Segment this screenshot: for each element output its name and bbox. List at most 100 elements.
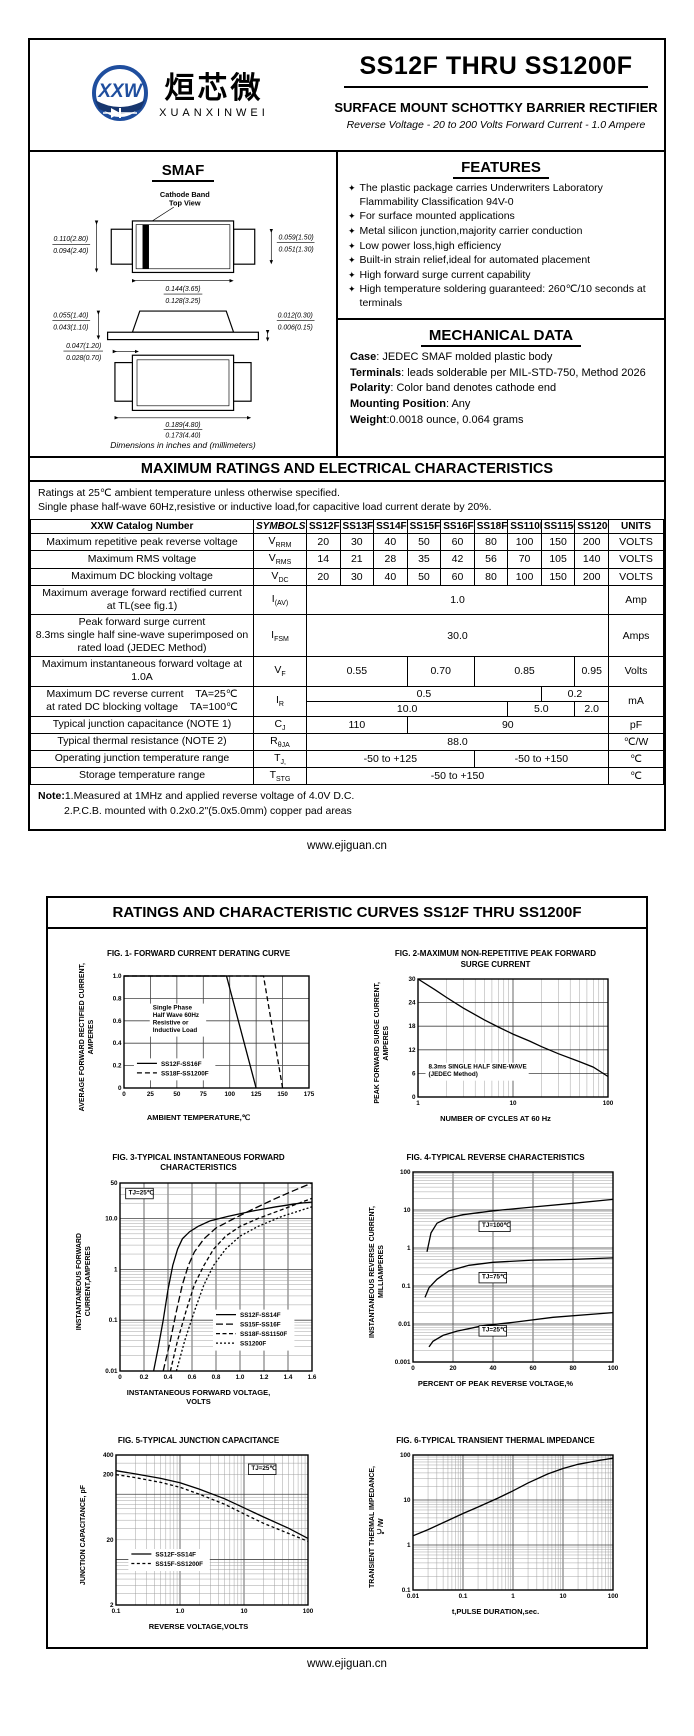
series-TJ=75℃ (424, 1257, 614, 1299)
value-cell: 10.0 (305, 700, 509, 717)
bullet-icon: ✦ (348, 211, 356, 222)
value-cell: 2.0 (574, 700, 609, 717)
condition-line-1: Ratings at 25℃ ambient temperature unles… (38, 487, 340, 499)
y-tick: 24 (409, 1000, 417, 1007)
dim-height-min: 0.043(1.10) (53, 324, 88, 331)
annotation: TJ=75℃ (482, 1274, 507, 1281)
value-cell: -50 to +125 (306, 749, 475, 768)
value-cell: -50 to +150 (306, 766, 609, 785)
x-tick: 20 (450, 1365, 458, 1372)
parameter-label: Maximum repetitive peak reverse voltage (30, 533, 254, 552)
ratings-tagline: Reverse Voltage - 20 to 200 Volts Forwar… (346, 119, 646, 131)
cathode-band (142, 224, 149, 269)
fig5: FIG. 5-TYPICAL JUNCTION CAPACITANCE JUNCT… (50, 1436, 347, 1631)
value-cell: 140 (574, 550, 609, 569)
x-tick: 1.6 (308, 1374, 317, 1381)
annotation: TJ=25℃ (482, 1327, 507, 1334)
units-cell: ℃ (608, 749, 664, 768)
bullet-icon: ✦ (348, 284, 356, 295)
x-tick: 100 (303, 1608, 314, 1615)
title-block: SS12F THRU SS1200F SURFACE MOUNT SCHOTTK… (328, 40, 664, 150)
value-cell: 0.2 (540, 685, 610, 702)
x-tick: 1.2 (260, 1374, 269, 1381)
value-cell: 60 (440, 533, 475, 552)
parameter-label: Maximum RMS voltage (30, 550, 254, 569)
value-cell: 0.85 (473, 656, 576, 687)
package-diagram: Cathode Band Top View 0.110(2.80) 0.094(… (52, 190, 315, 438)
fig5-title: FIG. 5-TYPICAL JUNCTION CAPACITANCE (117, 1435, 280, 1445)
table-header-row: XXW Catalog Number SYMBOLS SS12F SS13F SS14F… (30, 519, 664, 535)
fig6: FIG. 6-TYPICAL TRANSIENT THERMAL IMPEDAN… (347, 1436, 644, 1631)
value-cell: 88.0 (306, 732, 609, 751)
value-cell: 110 (306, 715, 408, 734)
column-header: SS18F (473, 519, 509, 535)
y-tick: 0.1 (402, 1587, 411, 1594)
value-cell: 28 (373, 550, 408, 569)
charts-grid: FIG. 1- FORWARD CURRENT DERATING CURVE AV… (48, 929, 646, 1647)
symbol-cell: IFSM (253, 613, 307, 658)
value-cell: 0.5 (306, 685, 542, 702)
y-tick: 0.01 (105, 1368, 118, 1375)
x-tick: 50 (173, 1091, 181, 1098)
y-tick: 100 (400, 1169, 411, 1176)
column-header: SS1200F (574, 519, 609, 535)
feature-text: High temperature soldering guaranteed: 2… (359, 283, 646, 310)
value-cell: 50 (406, 533, 442, 552)
mechanical-item: Polarity: Color band denotes cathode end (350, 382, 557, 395)
x-tick: 1.0 (175, 1608, 184, 1615)
x-tick: 0 (118, 1374, 122, 1381)
note-prefix: Note: (38, 789, 65, 802)
value-cell: 0.95 (574, 656, 609, 687)
page2-footer-url: www.ejiguan.cn (307, 1658, 387, 1671)
column-header: SS1150F (540, 519, 576, 535)
x-tick: 10 (560, 1593, 568, 1600)
series-SS12F-SS14F (115, 1470, 309, 1540)
value-cell: 14 (306, 550, 341, 569)
symbol-cell: I(AV) (253, 584, 307, 615)
feature-text: Built-in strain relief,ideal for automat… (359, 254, 591, 267)
y-tick: 0.2 (112, 1063, 121, 1070)
value-cell: 150 (540, 533, 576, 552)
symbol-cell: VRMS (253, 550, 307, 569)
dim-pad-length-max: 0.047(1.20) (66, 343, 101, 350)
y-tick: 50 (111, 1180, 119, 1187)
legend-label: SS12F-SS14F (155, 1552, 196, 1559)
value-cell: 50 (406, 567, 442, 586)
symbol-cell: VRRM (253, 533, 307, 552)
x-tick: 80 (570, 1365, 578, 1372)
right-column: FEATURES ✦ The plastic package carries Un… (336, 152, 664, 456)
note-line-1: Note:1.Measured at 1MHz and applied reve… (38, 789, 656, 804)
units-cell: Amp (608, 584, 664, 615)
dim-overall-length-max: 0.189(4.80) (165, 422, 200, 429)
column-header: SS15F (406, 519, 442, 535)
value-cell: 105 (540, 550, 576, 569)
feature-item: ✦ Low power loss,high efficiency (348, 240, 654, 254)
x-tick: 60 (530, 1365, 538, 1372)
units-cell: ℃/W (608, 732, 664, 751)
parameter-label: Maximum DC blocking voltage (30, 567, 254, 586)
value-cell: 20 (306, 533, 341, 552)
x-tick: 0.1 (111, 1608, 120, 1615)
feature-item: ✦ High forward surge current capability (348, 269, 654, 283)
features-heading: FEATURES (453, 159, 549, 179)
table-row: Peak forward surge current 8.3ms single h… (30, 613, 664, 658)
value-cell: 0.55 (306, 656, 408, 687)
y-tick: 0.001 (395, 1359, 411, 1366)
fig3-x-axis-label: INSTANTANEOUS FORWARD VOLTAGE, VOLTS (126, 1387, 271, 1406)
fig1-title: FIG. 1- FORWARD CURRENT DERATING CURVE (106, 949, 291, 959)
legend-label: SS18F-SS1150F (240, 1331, 287, 1338)
top-view-callout: Top View (169, 198, 201, 207)
x-tick: 0.1 (459, 1593, 468, 1600)
series-fig2 (417, 978, 609, 1078)
bullet-icon: ✦ (348, 255, 356, 266)
fig4: FIG. 4-TYPICAL REVERSE CHARACTERISTICS IN… (347, 1153, 644, 1406)
dim-lead-width-max: 0.059(1.50) (279, 234, 314, 241)
brand-chinese: 烜芯微 (164, 71, 264, 105)
series-SS1200F (176, 1206, 313, 1372)
x-tick: 100 (608, 1593, 619, 1600)
fig5-x-axis-label: REVERSE VOLTAGE,VOLTS (148, 1622, 249, 1632)
fig2-body: PEAK FORWARD SURGE CURRENT, AMPERES 1 10 10… (374, 973, 618, 1112)
features-list: ✦ The plastic package carries Underwriter… (348, 182, 654, 311)
table-row: Operating junction temperature range TJ, -… (30, 749, 664, 768)
